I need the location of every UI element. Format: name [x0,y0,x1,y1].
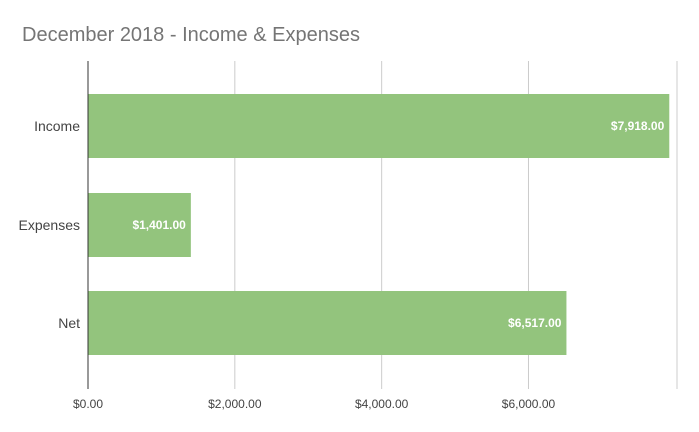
bar-expenses [88,193,191,257]
bars [88,94,670,355]
data-label: $7,918.00 [611,119,665,133]
data-label: $1,401.00 [132,218,186,232]
data-label: $6,517.00 [508,316,562,330]
category-label: Expenses [19,217,80,233]
x-tick-label: $6,000.00 [502,397,556,411]
x-tick-label: $2,000.00 [208,397,262,411]
x-tick-label: $4,000.00 [355,397,409,411]
labels: $0.00 $2,000.00 $4,000.00 $6,000.00 Income $7… [19,118,665,411]
x-tick-label: $0.00 [73,397,103,411]
bar-income [88,94,670,158]
category-label: Net [58,315,80,331]
chart-title: December 2018 - Income & Expenses [22,24,360,46]
bar-net [88,291,567,355]
category-label: Income [34,118,80,134]
